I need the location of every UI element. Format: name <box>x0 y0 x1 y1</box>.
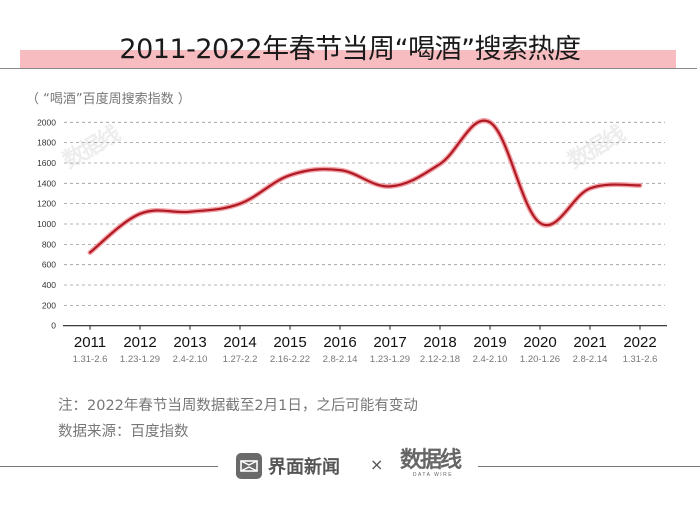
x-tick-sublabel: 2.4-2.10 <box>473 354 508 365</box>
y-axis-label: （ “喝酒”百度周搜索指数 ） <box>26 92 191 107</box>
gridlines <box>64 121 665 306</box>
y-tick-label: 1600 <box>37 158 56 168</box>
x-tick-sublabel: 1.31-2.6 <box>623 354 658 365</box>
footer-divider-left <box>0 466 218 467</box>
x-tick-sublabel: 1.27-2.2 <box>223 354 258 365</box>
x-tick-label: 2019 <box>473 334 506 351</box>
x-tick-label: 2018 <box>423 334 456 351</box>
source-note: 数据来源：百度指数 <box>58 424 189 440</box>
footnote: 注：2022年春节当周数据截至2月1日，之后可能有变动 <box>58 398 418 414</box>
y-tick-label: 600 <box>42 260 56 270</box>
x-tick-sublabel: 1.23-1.29 <box>370 354 410 365</box>
chart-title: 2011-2022年春节当周“喝酒”搜索热度 <box>119 34 581 65</box>
y-tick-label: 1000 <box>37 219 56 229</box>
line-chart: 0 200 400 600 800 1000 1200 1400 1600 1800 2000 20… <box>37 117 667 365</box>
x-axis-ticks: 2011 1.31-2.6 2012 1.23-1.29 2013 2.4-2.10 201… <box>73 325 658 365</box>
y-tick-label: 800 <box>42 239 56 249</box>
y-tick-label: 2000 <box>37 117 56 127</box>
partner-subtitle: DATA WIRE <box>412 472 454 478</box>
y-tick-label: 0 <box>51 321 56 331</box>
x-tick-sublabel: 2.12-2.18 <box>420 354 460 365</box>
partner-name: 数据线 <box>400 447 462 473</box>
y-tick-label: 400 <box>42 280 56 290</box>
partner-logo: 数据线 DATA WIRE <box>400 446 466 486</box>
series-line-glow <box>87 118 643 255</box>
times-separator: × <box>370 455 384 474</box>
x-tick-sublabel: 2.8-2.14 <box>323 354 358 365</box>
x-tick-label: 2013 <box>173 334 206 351</box>
x-tick-label: 2020 <box>523 334 556 351</box>
title-divider <box>0 68 697 69</box>
y-tick-label: 1800 <box>37 138 56 148</box>
x-tick-sublabel: 1.23-1.29 <box>120 354 160 365</box>
jiemian-logo-icon <box>236 453 262 479</box>
x-tick-label: 2015 <box>273 334 306 351</box>
y-tick-label: 200 <box>42 300 56 310</box>
x-tick-label: 2012 <box>123 334 156 351</box>
x-tick-sublabel: 2.16-2.22 <box>270 354 310 365</box>
y-axis-ticks: 0 200 400 600 800 1000 1200 1400 1600 1800 2000 <box>37 117 56 330</box>
y-tick-label: 1400 <box>37 178 56 188</box>
x-tick-label: 2016 <box>323 334 356 351</box>
x-tick-sublabel: 2.4-2.10 <box>173 354 208 365</box>
x-tick-label: 2014 <box>223 334 256 351</box>
x-tick-label: 2017 <box>373 334 406 351</box>
footer-divider-right <box>478 466 700 467</box>
title-highlight-band <box>20 50 676 68</box>
x-tick-sublabel: 1.31-2.6 <box>73 354 108 365</box>
x-tick-label: 2011 <box>74 334 106 351</box>
x-tick-sublabel: 2.8-2.14 <box>573 354 608 365</box>
brand-name: 界面新闻 <box>268 457 340 478</box>
series-line <box>88 119 642 254</box>
x-tick-label: 2022 <box>623 334 656 351</box>
x-tick-sublabel: 1.20-1.26 <box>520 354 560 365</box>
brand-logo-group: 界面新闻 <box>236 452 340 480</box>
x-tick-label: 2021 <box>573 334 606 351</box>
y-tick-label: 1200 <box>37 199 56 209</box>
